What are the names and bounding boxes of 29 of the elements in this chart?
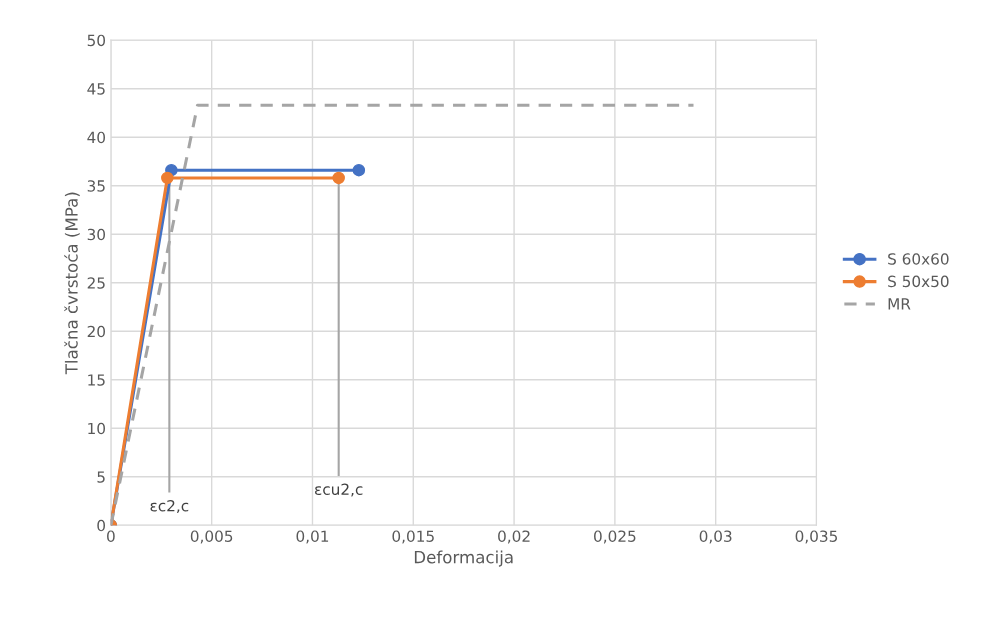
- x-tick-label: 0,035: [795, 530, 838, 544]
- y-tick-label: 20: [87, 325, 105, 338]
- x-tick-label: 0,025: [594, 530, 636, 544]
- y-tick-label: 0: [97, 519, 105, 532]
- legend-label: MR: [888, 298, 911, 310]
- y-tick-label: 25: [87, 277, 105, 289]
- y-tick-label: 5: [97, 471, 105, 483]
- y-tick-label: 45: [87, 83, 105, 95]
- x-tick-label: 0,005: [190, 530, 233, 544]
- y-tick-label: 15: [88, 374, 105, 386]
- annotation: εcu2,c: [315, 483, 363, 497]
- x-tick-label: 0,02: [498, 530, 530, 544]
- x-tick-label: 0,01: [296, 530, 329, 544]
- point: [161, 171, 174, 185]
- legend-label: S 60x60: [888, 253, 949, 265]
- y-tick-label: 10: [88, 422, 105, 435]
- y-tick-label: 30: [87, 228, 105, 241]
- x-tick-label: 0,015: [392, 530, 434, 544]
- annotation: εc2,c: [150, 499, 189, 514]
- y-tick-label: 40: [87, 131, 105, 144]
- y-tick-label: 50: [87, 34, 105, 47]
- x-tick-label: 0,03: [699, 530, 732, 544]
- y-axis-title: Tlačna čvrstoća (MPa): [64, 192, 80, 375]
- y-tick-label: 35: [87, 180, 105, 192]
- x-tick-label: 0: [107, 530, 115, 542]
- x-axis-title: Deformacija: [414, 550, 513, 567]
- point: [332, 171, 345, 185]
- legend-label: S 50x50: [888, 275, 949, 288]
- point: [352, 163, 366, 177]
